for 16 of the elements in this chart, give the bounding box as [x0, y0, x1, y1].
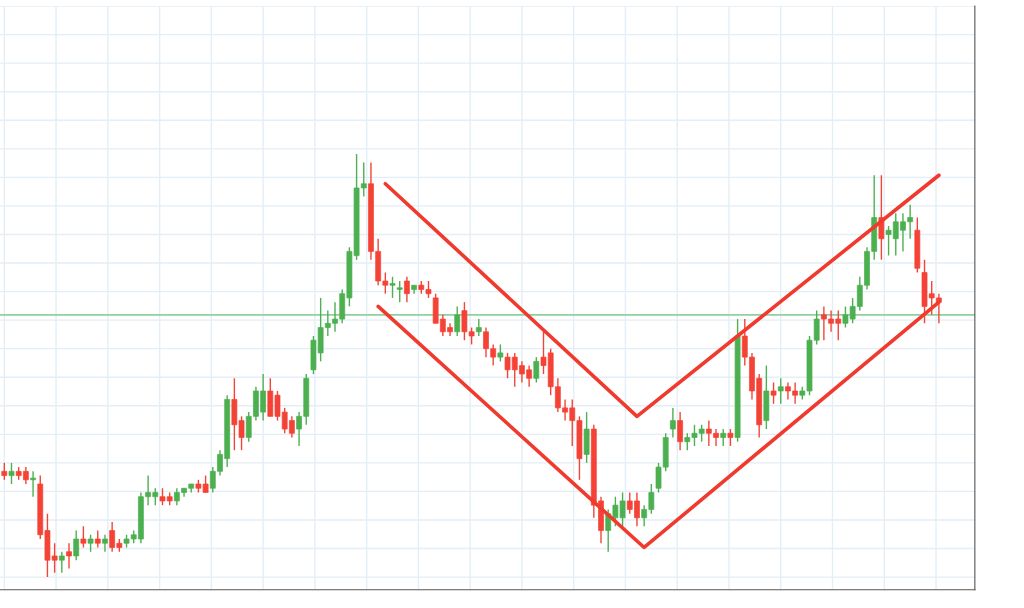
candlestick — [389, 276, 396, 299]
candlestick — [404, 276, 410, 303]
candlestick — [670, 407, 676, 439]
candlestick — [396, 280, 403, 303]
candlestick — [770, 381, 777, 405]
candlestick — [533, 356, 540, 384]
candlestick — [8, 462, 15, 485]
candlestick — [102, 534, 108, 553]
candlestick — [58, 550, 65, 574]
candlestick — [73, 529, 80, 561]
candlestick — [30, 470, 36, 498]
candlestick — [677, 411, 683, 451]
candlestick — [777, 377, 784, 405]
candlestick — [80, 525, 87, 549]
candlestick — [454, 305, 461, 337]
candlestick — [66, 542, 72, 570]
